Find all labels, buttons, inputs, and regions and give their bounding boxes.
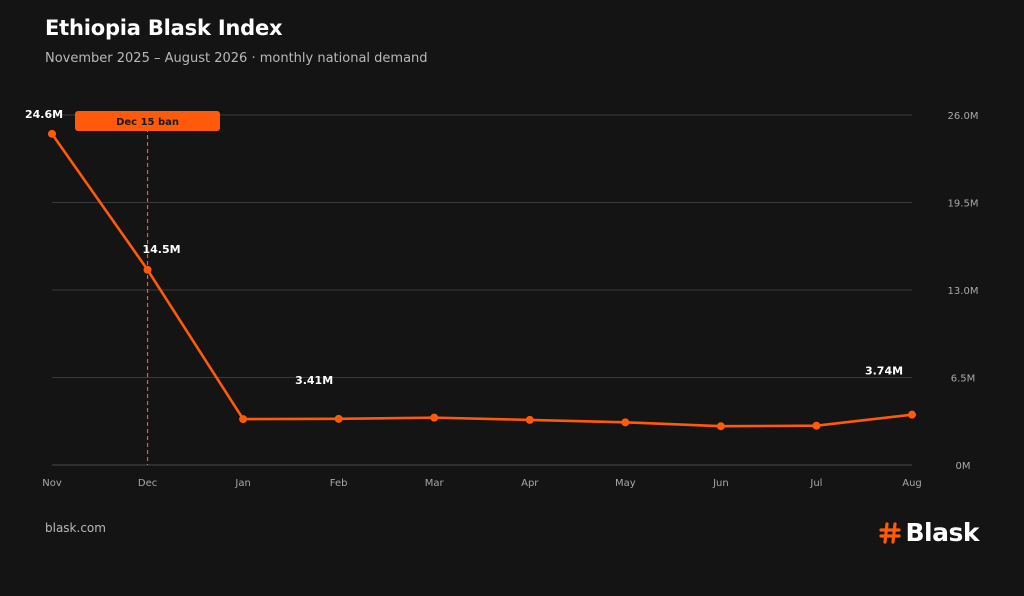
hash-icon (879, 521, 902, 544)
x-tick-label: Nov (42, 478, 62, 489)
x-tick-label: Aug (902, 478, 922, 489)
annotation-box (75, 111, 220, 131)
data-point (334, 414, 343, 423)
x-tick-label: May (615, 478, 636, 489)
y-tick-label: 13.0M (948, 286, 979, 297)
x-tick-label: Jun (712, 478, 729, 489)
data-point (621, 418, 630, 427)
data-point (143, 265, 152, 274)
x-tick-label: Apr (521, 478, 539, 489)
data-point (48, 129, 56, 138)
chart-subtitle: November 2025 – August 2026 · monthly na… (45, 51, 428, 66)
x-tick-label: Jan (234, 478, 250, 489)
data-point (430, 413, 439, 422)
y-tick-label: 19.5M (948, 199, 979, 210)
brand-logo: Blask (879, 518, 979, 547)
annotation-label: Dec 15 ban (116, 117, 179, 128)
data-label: 3.74M (865, 365, 903, 378)
brand-name: Blask (905, 518, 979, 547)
x-tick-label: Feb (330, 478, 348, 489)
x-tick-label: Dec (138, 478, 157, 489)
data-point (525, 415, 534, 424)
series-line (50, 133, 913, 428)
data-label: 3.41M (295, 374, 333, 387)
data-label: 14.5M (143, 243, 181, 256)
y-tick-label: 6.5M (951, 374, 976, 385)
chart-title: Ethiopia Blask Index (45, 16, 283, 40)
data-point (812, 421, 821, 430)
data-point (239, 415, 248, 424)
source-link[interactable]: blask.com (45, 521, 106, 535)
x-tick-label: Jul (809, 478, 822, 489)
y-tick-label: 26.0M (948, 111, 979, 122)
data-label: 24.6M (25, 108, 63, 121)
data-point (908, 410, 916, 419)
y-tick-label: 0M (956, 461, 971, 472)
x-tick-label: Mar (425, 478, 445, 489)
data-point (716, 422, 725, 431)
